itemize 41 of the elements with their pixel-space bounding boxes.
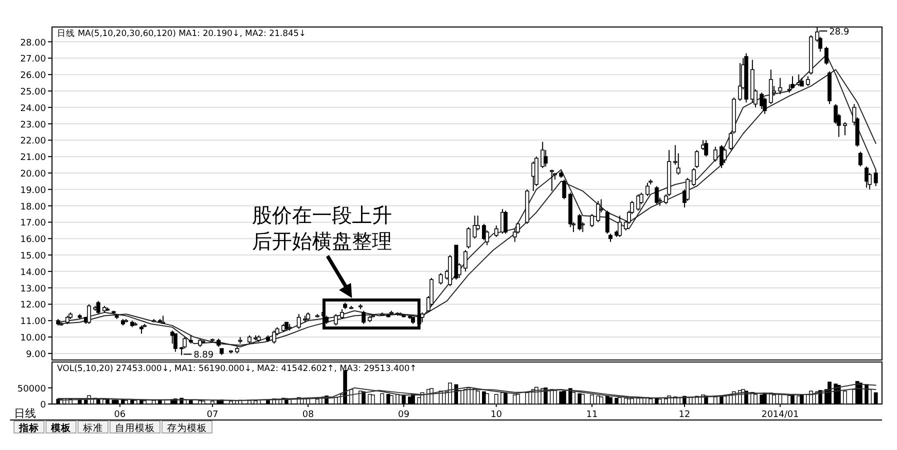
y-tick-label: 0 xyxy=(40,400,46,410)
text: 模板 xyxy=(50,422,72,434)
y-tick-label: 19.00 xyxy=(20,186,46,196)
text: 日线 xyxy=(14,407,36,420)
y-tick-label: 16.00 xyxy=(20,235,46,246)
chart-title: VOL(5,10,20) 27453.000↓, MA1: 56190.000↓, MA2: 41542.602↑, MA3: 29513.400↑ xyxy=(57,364,417,374)
text: 存为模板 xyxy=(167,422,207,434)
y-tick-label: 12.00 xyxy=(20,300,46,311)
x-tick-label: 11 xyxy=(586,410,598,420)
x-tick-label: 07 xyxy=(206,410,218,420)
y-tick-label: 21.00 xyxy=(20,153,46,164)
y-tick-label: 9.00 xyxy=(26,350,46,360)
y-tick-label: 18.00 xyxy=(20,202,46,212)
text: 标准 xyxy=(82,422,103,434)
x-tick-label: 12 xyxy=(678,410,690,420)
y-tick-label: 23.00 xyxy=(20,120,46,130)
text: 自用模板 xyxy=(115,422,155,434)
y-tick-label: 15.00 xyxy=(20,252,46,262)
x-tick-label: 08 xyxy=(302,410,314,420)
text: 指标 xyxy=(18,422,39,434)
y-tick-label: 14.00 xyxy=(20,268,46,278)
y-tick-label: 13.00 xyxy=(20,284,46,294)
y-tick-label: 22.00 xyxy=(20,136,46,147)
y-tick-label: 25.00 xyxy=(20,87,46,98)
y-tick-label: 27.00 xyxy=(20,54,46,65)
x-tick-label: 09 xyxy=(398,410,410,420)
y-tick-label: 24.00 xyxy=(20,104,46,114)
y-tick-label: 17.00 xyxy=(20,218,46,229)
x-tick-label: 10 xyxy=(490,410,502,420)
chart-title: 日线 MA(5,10,20,30,60,120) MA1: 20.190↓, MA2: 21.845↓ xyxy=(57,28,306,39)
x-tick-label: 2014/01 xyxy=(761,410,799,420)
x-tick-label: 06 xyxy=(114,410,126,420)
y-tick-label: 26.00 xyxy=(20,71,46,82)
annotation: 28.9 xyxy=(829,28,850,38)
annotation: 股价在一段上升后开始横盘整理 xyxy=(252,203,392,253)
y-tick-label: 50000 xyxy=(17,384,46,394)
y-tick-label: 11.00 xyxy=(20,317,46,328)
y-tick-label: 10.00 xyxy=(20,334,46,344)
y-tick-label: 20.00 xyxy=(20,169,46,180)
annotation: 8.89 xyxy=(194,350,214,361)
y-tick-label: 28.00 xyxy=(20,38,46,48)
